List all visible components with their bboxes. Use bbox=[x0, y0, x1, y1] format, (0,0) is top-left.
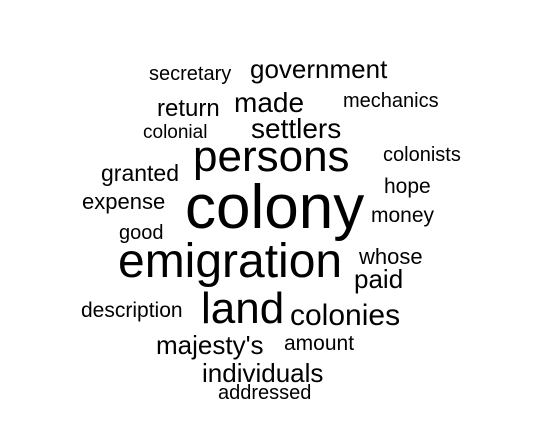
word-addressed: addressed bbox=[218, 382, 312, 404]
word-granted: granted bbox=[101, 160, 180, 186]
word-money: money bbox=[371, 204, 435, 227]
word-secretary: secretary bbox=[149, 63, 232, 85]
word-paid: paid bbox=[354, 264, 404, 294]
word-settlers: settlers bbox=[251, 113, 342, 144]
word-good: good bbox=[119, 222, 164, 244]
word-amount: amount bbox=[284, 332, 355, 355]
word-description: description bbox=[81, 299, 183, 322]
word-persons: persons bbox=[193, 132, 350, 181]
word-colonial: colonial bbox=[143, 122, 208, 143]
word-expense: expense bbox=[82, 189, 166, 214]
word-land: land bbox=[201, 284, 285, 333]
word-colonists: colonists bbox=[383, 144, 461, 166]
word-made: made bbox=[234, 87, 305, 118]
word-individuals: individuals bbox=[202, 358, 324, 388]
word-government: government bbox=[250, 54, 388, 84]
word-colony: colony bbox=[185, 173, 365, 242]
word-mechanics: mechanics bbox=[343, 90, 439, 112]
word-hope: hope bbox=[384, 175, 431, 198]
word-colonies: colonies bbox=[290, 299, 401, 332]
word-emigration: emigration bbox=[118, 235, 343, 288]
word-majestys: majesty's bbox=[156, 330, 264, 360]
word-whose: whose bbox=[359, 244, 423, 269]
word-return: return bbox=[157, 95, 220, 122]
